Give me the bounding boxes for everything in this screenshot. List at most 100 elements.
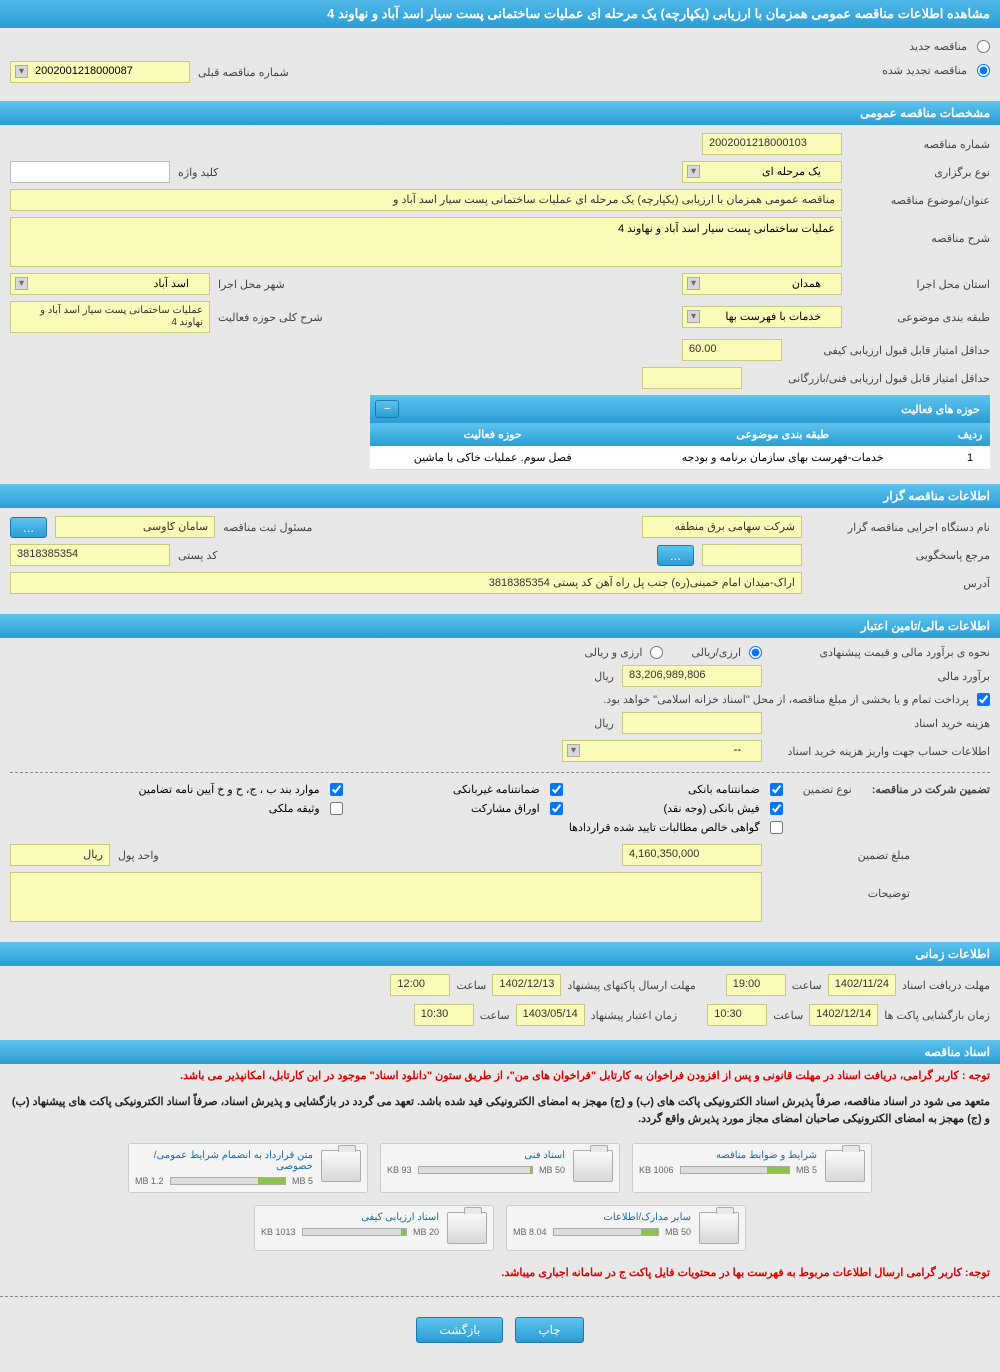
responder-label: مرجع پاسخگویی	[810, 549, 990, 562]
doc-size: 1013 KB	[261, 1227, 296, 1237]
section-financial: اطلاعات مالی/تامین اعتبار	[0, 614, 1000, 638]
open-date: 1402/12/14	[809, 1004, 878, 1026]
method-label: نحوه ی برآورد مالی و قیمت پیشنهادی	[770, 646, 990, 659]
keyword-field[interactable]	[10, 161, 170, 183]
check-contracts-label: گواهی خالص مطالبات تایید شده قراردادها	[569, 821, 760, 834]
back-button[interactable]: بازگشت	[416, 1317, 503, 1343]
desc-field: عملیات ساختمانی پست سیار اسد آباد و نهاو…	[10, 217, 842, 267]
document-card[interactable]: سایر مدارک/اطلاعات 50 MB 8.04 MB	[506, 1205, 746, 1251]
progress-bar	[302, 1228, 407, 1236]
timing-form: مهلت دریافت اسناد 1402/11/24 ساعت 19:00 …	[0, 966, 1000, 1004]
print-button[interactable]: چاپ	[515, 1317, 583, 1343]
desc-label: شرح مناقصه	[850, 217, 990, 245]
city-select[interactable]: اسد آباد	[10, 273, 210, 295]
doc-title: متن قرارداد به انضمام شرایط عمومی/خصوصی	[135, 1150, 313, 1172]
subject-label: عنوان/موضوع مناقصه	[850, 194, 990, 207]
notice-mandatory: توجه: کاربر گرامی ارسال اطلاعات مربوط به…	[0, 1261, 1000, 1287]
cell-activity: فصل سوم. عملیات خاکی با ماشین	[370, 446, 615, 470]
validity-date: 1403/05/14	[516, 1004, 585, 1026]
check-nonbank-guarantee[interactable]	[550, 783, 563, 796]
doc-cost-unit: ریال	[594, 717, 614, 730]
address-field: اراک-میدان امام خمینی(ره) جنب پل راه آهن…	[10, 572, 802, 594]
category-select[interactable]: خدمات با فهرست بها	[682, 306, 842, 328]
doc-size: 8.04 MB	[513, 1227, 547, 1237]
radio-rial[interactable]	[749, 646, 762, 659]
responder-field	[702, 544, 802, 566]
document-card[interactable]: متن قرارداد به انضمام شرایط عمومی/خصوصی …	[128, 1143, 368, 1193]
time-label-2: ساعت	[456, 979, 486, 992]
org-field: شرکت سهامی برق منطقه	[642, 516, 802, 538]
province-select[interactable]: همدان	[682, 273, 842, 295]
registrar-label: مسئول ثبت مناقصه	[223, 521, 312, 534]
hold-type-select[interactable]: یک مرحله ای	[682, 161, 842, 183]
time-label-3: ساعت	[773, 1009, 803, 1022]
document-card[interactable]: اسناد فنی 50 MB 93 KB	[380, 1143, 620, 1193]
guarantee-unit-label: واحد پول	[118, 849, 159, 862]
check-nonbank-label: ضمانتنامه غیربانکی	[453, 783, 540, 796]
section-general: مشخصات مناقصه عمومی	[0, 101, 1000, 125]
check-regulation-items[interactable]	[330, 783, 343, 796]
doc-title: اسناد فنی	[387, 1150, 565, 1161]
check-cash[interactable]	[770, 802, 783, 815]
envelope-send-label: مهلت ارسال پاکتهای پیشنهاد	[567, 979, 695, 992]
min-tech-label: حداقل امتیاز قابل قبول ارزیابی فنی/بازرگ…	[750, 372, 990, 385]
radio-currency[interactable]	[650, 646, 663, 659]
account-info-select[interactable]: --	[562, 740, 762, 762]
organizer-form: نام دستگاه اجرایی مناقصه گزار شرکت سهامی…	[0, 508, 1000, 608]
check-property[interactable]	[330, 802, 343, 815]
collapse-button[interactable]: −	[375, 400, 399, 418]
general-form: شماره مناقصه 2002001218000103 نوع برگزار…	[0, 125, 1000, 478]
tender-no-field: 2002001218000103	[702, 133, 842, 155]
responder-more-button[interactable]: ...	[657, 545, 694, 566]
doc-size: 1006 KB	[639, 1165, 674, 1175]
address-label: آدرس	[810, 577, 990, 590]
postal-label: کد پستی	[178, 549, 217, 562]
check-bank-guarantee[interactable]	[770, 783, 783, 796]
time-label-4: ساعت	[480, 1009, 510, 1022]
doc-size: 93 KB	[387, 1165, 412, 1175]
check-bonds[interactable]	[550, 802, 563, 815]
check-contracts[interactable]	[770, 821, 783, 834]
folder-icon	[321, 1150, 361, 1182]
min-tech-field	[642, 367, 742, 389]
activity-table: حوزه های فعالیت − ردیف طبقه بندی موضوعی …	[370, 395, 990, 470]
document-card[interactable]: شرایط و ضوابط مناقصه 5 MB 1006 KB	[632, 1143, 872, 1193]
doc-title: سایر مدارک/اطلاعات	[513, 1212, 691, 1223]
open-time: 10:30	[707, 1004, 767, 1026]
open-label: زمان بازگشایی پاکت ها	[884, 1009, 990, 1022]
prev-tender-select[interactable]: 2002001218000087	[10, 61, 190, 83]
section-organizer: اطلاعات مناقصه گزار	[0, 484, 1000, 508]
progress-bar	[170, 1177, 286, 1185]
check-regulation-label: موارد بند ب ، ج، ح و خ آیین نامه تضامین	[139, 783, 320, 796]
doc-receive-time: 19:00	[726, 974, 786, 996]
keyword-label: کلید واژه	[178, 166, 218, 179]
document-card[interactable]: اسناد ارزیابی کیفی 20 MB 1013 KB	[254, 1205, 494, 1251]
min-qual-label: حداقل امتیاز قابل قبول ارزیابی کیفی	[790, 344, 990, 357]
treasury-check[interactable]	[977, 693, 990, 706]
estimate-unit: ریال	[594, 670, 614, 683]
payment-note: پرداخت تمام و یا بخشی از مبلغ مناقصه، از…	[603, 693, 969, 706]
guarantee-header: تضمین شرکت در مناقصه:	[872, 783, 990, 796]
doc-max-size: 20 MB	[413, 1227, 439, 1237]
section-documents: اسناد مناقصه	[0, 1040, 1000, 1064]
footer-separator	[0, 1296, 1000, 1297]
radio-rial-label: ارزی/ریالی	[691, 646, 741, 659]
doc-receive-date: 1402/11/24	[828, 974, 896, 996]
section-timing: اطلاعات زمانی	[0, 942, 1000, 966]
radio-new-tender[interactable]	[977, 40, 990, 53]
notice-commitment: متعهد می شود در اسناد مناقصه، صرفاً پذیر…	[0, 1090, 1000, 1133]
time-label-1: ساعت	[792, 979, 822, 992]
registrar-more-button[interactable]: ...	[10, 517, 47, 538]
folder-icon	[573, 1150, 613, 1182]
validity-label: زمان اعتبار پیشنهاد	[591, 1009, 678, 1022]
separator	[10, 772, 990, 773]
doc-max-size: 50 MB	[665, 1227, 691, 1237]
doc-receive-label: مهلت دریافت اسناد	[902, 979, 990, 992]
hold-type-label: نوع برگزاری	[850, 166, 990, 179]
guarantee-amount-label: مبلغ تضمین	[770, 849, 910, 862]
documents-grid: شرایط و ضوابط مناقصه 5 MB 1006 KB اسناد …	[0, 1133, 1000, 1261]
doc-max-size: 50 MB	[539, 1165, 565, 1175]
prev-tender-label: شماره مناقصه قبلی	[198, 66, 289, 79]
doc-size: 1.2 MB	[135, 1176, 164, 1186]
radio-renewed-tender[interactable]	[977, 64, 990, 77]
